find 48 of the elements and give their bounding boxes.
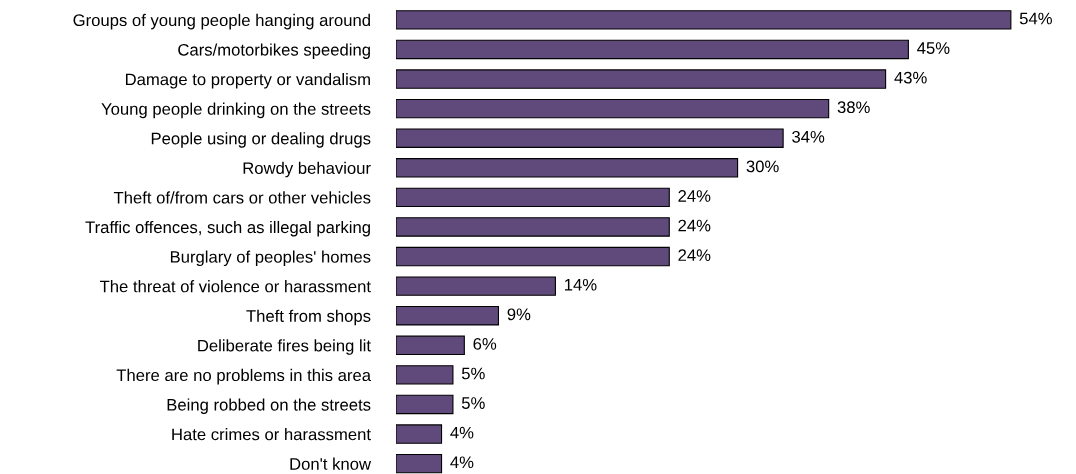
data-label: 24%	[678, 219, 711, 232]
data-label: 4%	[450, 426, 474, 439]
bar	[396, 39, 909, 60]
y-tick-label: Being robbed on the streets	[167, 398, 371, 414]
data-label: 5%	[461, 397, 485, 409]
y-tick-label: People using or dealing drugs	[151, 132, 371, 148]
y-tick-label: Damage to property or vandalism	[125, 73, 370, 89]
bar	[396, 158, 739, 178]
y-tick-label: Rowdy behaviour	[243, 161, 371, 178]
y-tick-label: There are no problems in this area	[116, 368, 372, 385]
data-label: 45%	[917, 42, 950, 54]
y-tick-label: The threat of violence or harassment	[99, 280, 371, 293]
data-label: 38%	[837, 101, 870, 114]
bar	[396, 128, 784, 148]
y-tick-label: Groups of young people hanging around	[73, 13, 370, 30]
data-label: 6%	[473, 337, 497, 350]
y-tick-label: Theft of/from cars or other vehicles	[113, 191, 371, 204]
bar	[396, 424, 443, 444]
data-label: 5%	[461, 367, 485, 380]
data-label: 30%	[746, 160, 779, 173]
data-label: 24%	[678, 190, 711, 202]
y-tick-label: Traffic offences, such as illegal parking	[85, 220, 370, 237]
bar	[396, 217, 670, 237]
data-label: 34%	[792, 130, 825, 143]
data-label: 24%	[678, 249, 711, 261]
bar	[396, 69, 887, 89]
y-tick-label: Deliberate fires being lit	[198, 339, 371, 355]
bar	[396, 453, 443, 474]
data-label: 4%	[450, 456, 474, 469]
y-tick-label: Hate crimes or harassment	[172, 428, 371, 441]
data-label: 54%	[1019, 12, 1052, 25]
bar	[396, 10, 1012, 30]
y-tick-label: Burglary of peoples' homes	[170, 250, 371, 267]
bar	[396, 246, 670, 267]
bar	[396, 187, 670, 208]
bar	[396, 276, 556, 296]
bar	[396, 306, 500, 326]
y-tick-label: Theft from shops	[246, 309, 371, 326]
bar	[396, 98, 830, 119]
bar	[396, 394, 454, 415]
y-tick-label: Don't know	[290, 457, 372, 470]
y-tick-label: Cars/motorbikes speeding	[178, 43, 370, 59]
y-tick-label: Young people drinking on the streets	[101, 102, 371, 119]
data-label: 14%	[565, 278, 597, 291]
bar	[396, 365, 454, 385]
bar	[396, 335, 465, 356]
data-label: 9%	[507, 308, 531, 321]
data-label: 43%	[894, 71, 927, 84]
